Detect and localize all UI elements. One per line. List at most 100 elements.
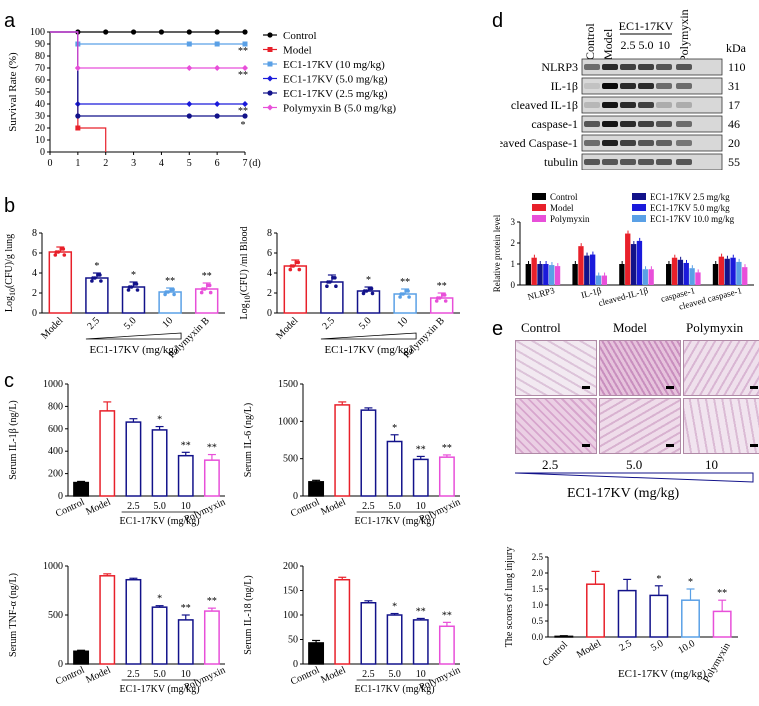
bar <box>724 258 730 285</box>
blot-band <box>602 159 618 165</box>
y-tick-label: 0 <box>58 659 63 670</box>
y-axis-label: Survival Rate (%) <box>7 52 19 132</box>
blot-band <box>638 83 654 89</box>
y-tick-label: 400 <box>48 446 63 457</box>
series-marker <box>242 41 248 47</box>
legend-swatch <box>532 215 546 222</box>
series-marker <box>75 125 81 131</box>
bar <box>386 614 403 665</box>
y-tick-label: 150 <box>283 586 298 597</box>
bar <box>666 264 672 285</box>
panel-letter-d: d <box>492 10 504 32</box>
blot-band <box>656 83 672 89</box>
protein-name: caspase-1 <box>531 117 578 131</box>
y-tick-label: 2 <box>32 288 37 299</box>
bar <box>151 429 168 497</box>
bar <box>438 625 455 665</box>
bar <box>589 254 596 285</box>
legend-label: EC1-17KV 5.0 mg/kg <box>650 203 730 213</box>
blot-band <box>638 64 654 70</box>
legend-marker <box>267 75 273 82</box>
blot-band <box>602 64 618 70</box>
blot-band <box>584 121 600 127</box>
bar <box>386 440 403 497</box>
bar <box>586 583 605 638</box>
category-label: 2.5 <box>320 315 337 332</box>
bar <box>125 578 142 665</box>
data-point <box>325 284 329 288</box>
legend-label: Polymyxin <box>550 214 590 224</box>
significance-label: ** <box>238 106 248 117</box>
legend-label: EC1-17KV (10 mg/kg) <box>283 59 385 71</box>
histology-panel: Control Model Polymyxin 2.5 5.0 10 EC1-1… <box>505 318 759 518</box>
category-label: 5.0 <box>649 638 665 654</box>
series-marker <box>214 65 221 71</box>
y-tick-label: 0.0 <box>532 632 544 642</box>
bar <box>736 261 742 285</box>
y-tick-label: 6 <box>32 248 37 259</box>
bar <box>158 291 182 314</box>
histology-label-control: Control <box>521 320 561 335</box>
y-tick-label: 10 <box>35 135 45 146</box>
y-tick-label: 200 <box>48 469 63 480</box>
group-label: EC1-17KV (mg/kg) <box>324 344 412 356</box>
y-tick-label: 0 <box>293 491 298 502</box>
bar <box>695 272 701 285</box>
significance-label: ** <box>416 444 426 455</box>
series-marker <box>242 65 248 71</box>
series-marker <box>242 113 248 119</box>
y-tick-label: 1.0 <box>532 600 544 610</box>
y-axis-label: Relative protein level <box>492 214 502 292</box>
data-point <box>200 287 205 291</box>
blot-band <box>602 140 618 146</box>
blot-band <box>620 159 636 165</box>
dose-label: 2.5 <box>127 501 140 512</box>
series-line <box>50 31 245 69</box>
y-axis-label: The scores of lung injury <box>504 547 515 648</box>
data-point <box>289 264 294 268</box>
category-label: cleaved-IL-1β <box>597 285 649 308</box>
dose-label: 10 <box>181 501 191 512</box>
blot-band <box>676 159 692 165</box>
bar <box>360 602 377 665</box>
blot-band <box>602 83 618 89</box>
protein-name: cleaved Caspase-1 <box>500 136 578 150</box>
dose-label: 10 <box>416 501 426 512</box>
x-tick-label: 3 <box>131 158 136 169</box>
bar <box>677 259 684 285</box>
y-tick-label: 80 <box>35 51 45 62</box>
data-point <box>208 290 213 295</box>
series-marker <box>186 65 193 71</box>
histology-dose-2-5: 2.5 <box>542 457 559 472</box>
significance-label: ** <box>238 46 248 57</box>
bar <box>712 264 719 285</box>
bar <box>681 599 700 638</box>
y-tick-label: 0 <box>32 308 37 319</box>
y-tick-label: 200 <box>283 561 298 572</box>
significance-label: ** <box>165 276 175 287</box>
kda-value: 20 <box>728 136 740 150</box>
data-point <box>61 247 66 251</box>
data-point <box>53 253 58 257</box>
category-label: Model <box>84 497 113 518</box>
y-tick-label: 70 <box>35 63 45 74</box>
bar <box>712 610 732 638</box>
category-label: 5.0 <box>357 315 374 332</box>
dose-label: 2.5 <box>362 501 375 512</box>
y-tick-label: 800 <box>48 401 63 412</box>
data-point <box>134 282 139 286</box>
significance-label: ** <box>207 596 217 607</box>
significance-label: * <box>157 594 162 605</box>
bar <box>683 262 689 285</box>
x-tick-label: 1 <box>75 158 80 169</box>
blot-band <box>676 140 692 146</box>
blot-band <box>656 140 672 146</box>
category-label: Model <box>84 665 113 686</box>
legend-label: Polymyxin B (5.0 mg/kg) <box>283 103 396 115</box>
lane-label: Model <box>601 28 615 60</box>
bar <box>730 257 736 285</box>
kda-value: 31 <box>728 79 740 93</box>
y-tick-label: 4 <box>267 268 272 279</box>
bar <box>320 281 344 314</box>
